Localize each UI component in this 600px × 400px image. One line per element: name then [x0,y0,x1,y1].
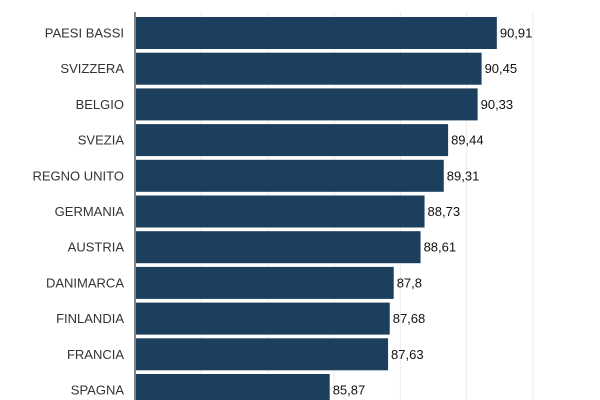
category-label: SVEZIA [78,133,125,148]
bar [136,338,389,371]
category-label: GERMANIA [55,204,125,219]
bar [136,159,444,192]
bar [136,266,394,299]
value-label: 88,61 [424,240,457,255]
category-label: BELGIO [76,97,124,112]
value-label: 90,91 [500,26,533,41]
bar [136,302,390,335]
bar [136,231,421,264]
bar [136,52,482,85]
bar [136,195,425,228]
bar [136,88,478,121]
category-label: FRANCIA [67,347,124,362]
value-label: 90,45 [485,61,518,76]
category-label: SPAGNA [71,383,125,398]
value-label: 90,33 [481,97,514,112]
value-label: 87,8 [397,275,422,290]
bar [136,17,497,49]
category-label: DANIMARCA [46,275,124,290]
value-label: 89,44 [451,133,484,148]
value-label: 85,87 [333,383,366,398]
category-label: SVIZZERA [60,61,124,76]
bar [136,124,449,157]
value-label: 89,31 [447,168,480,183]
value-label: 87,68 [393,311,426,326]
category-label: AUSTRIA [68,240,125,255]
value-label: 87,63 [391,347,424,362]
value-label: 88,73 [428,204,461,219]
category-label: REGNO UNITO [33,168,125,183]
category-label: FINLANDIA [56,311,124,326]
bar [136,374,330,400]
category-label: PAESI BASSI [45,26,124,41]
